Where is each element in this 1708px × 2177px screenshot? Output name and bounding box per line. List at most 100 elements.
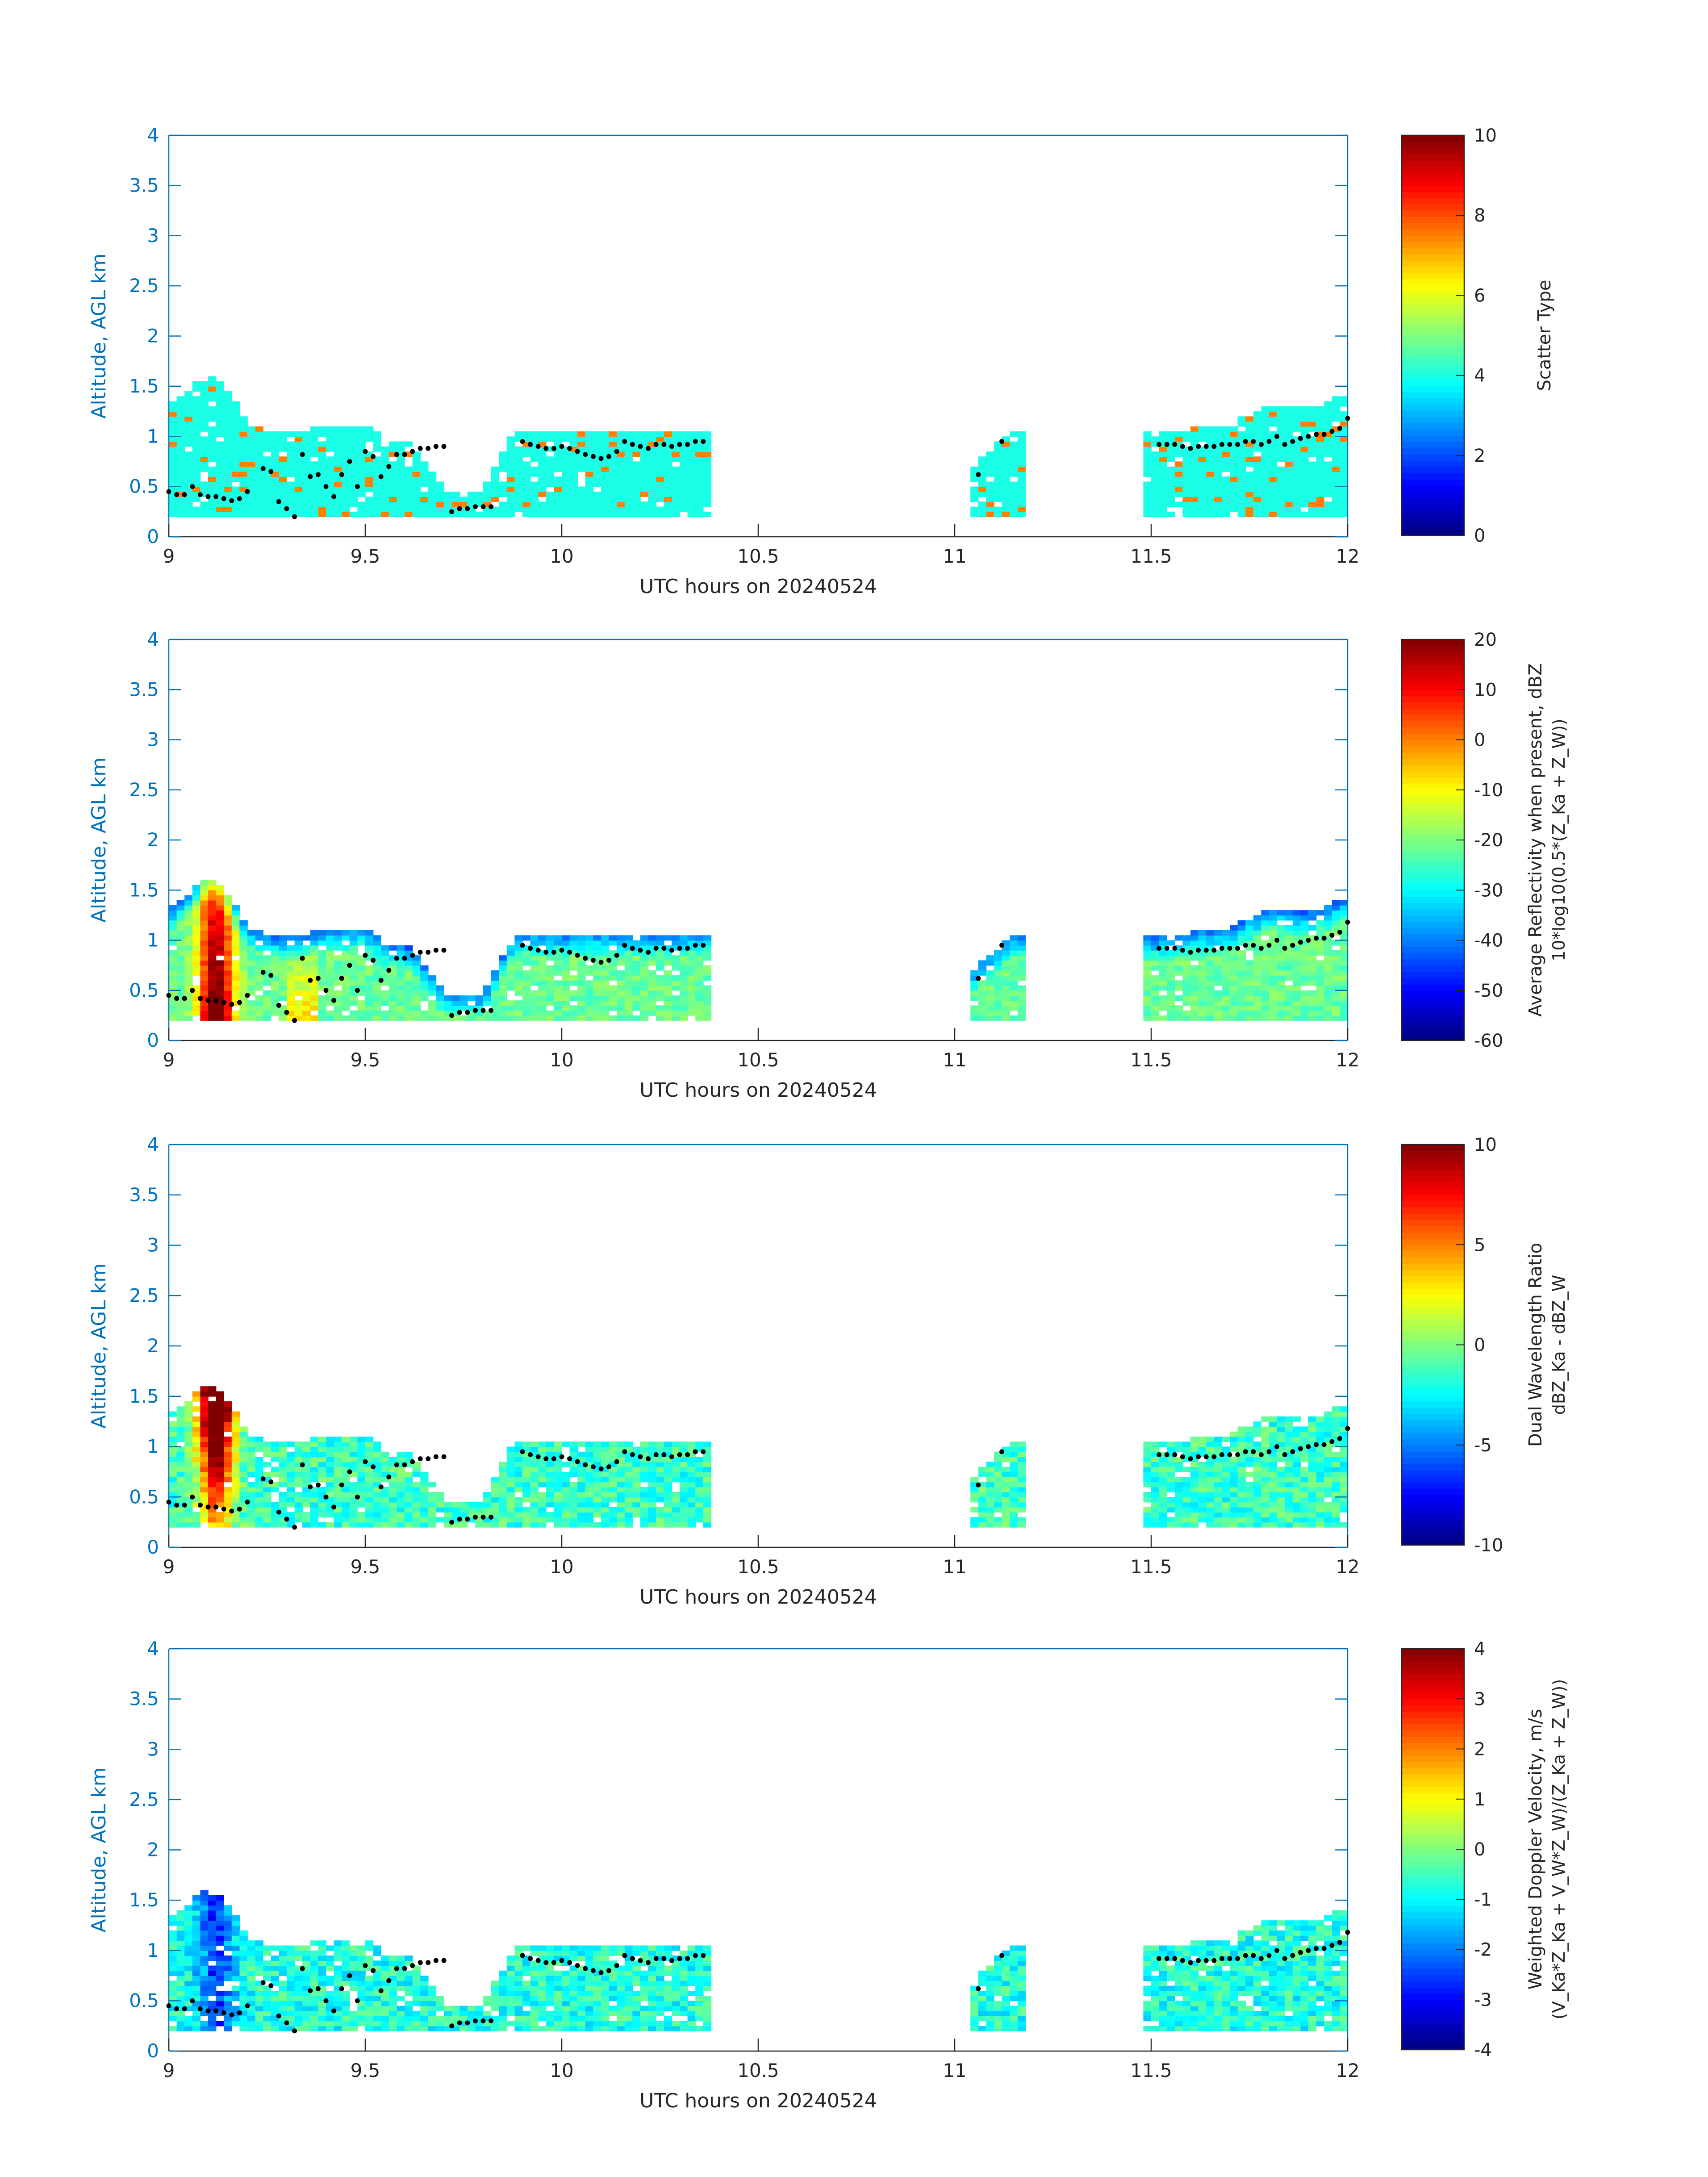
heatmap-cell xyxy=(530,990,539,996)
heatmap-cell xyxy=(506,965,515,971)
heatmap-cell xyxy=(1159,935,1167,941)
heatmap-cell xyxy=(412,1005,421,1011)
heatmap-cell xyxy=(169,471,177,477)
heatmap-cell xyxy=(1222,1015,1230,1021)
heatmap-cell xyxy=(318,995,326,1001)
heatmap-cell xyxy=(294,1457,303,1462)
y-axis-label: Altitude, AGL km xyxy=(88,253,110,418)
heatmap-cell xyxy=(672,1512,680,1518)
heatmap-cell xyxy=(169,476,177,482)
heatmap-cell xyxy=(302,446,311,452)
heatmap-cell xyxy=(271,995,280,1001)
heatmap-cell xyxy=(1316,1005,1324,1011)
heatmap-cell xyxy=(680,940,688,946)
heatmap-cell xyxy=(986,497,994,502)
colorbar-strip xyxy=(1402,865,1464,872)
heatmap-cell xyxy=(514,1487,523,1492)
heatmap-cell xyxy=(648,451,656,457)
heatmap-cell xyxy=(1300,930,1309,936)
heatmap-cell xyxy=(986,471,994,477)
heatmap-cell xyxy=(231,1471,240,1477)
heatmap-cell xyxy=(1340,491,1348,497)
heatmap-cell xyxy=(224,990,232,996)
heatmap-cell xyxy=(271,1010,280,1016)
colorbar-strip xyxy=(1402,154,1464,161)
heatmap-cell xyxy=(687,955,696,961)
heatmap-cell xyxy=(397,1512,405,1518)
heatmap-cell xyxy=(1002,985,1010,991)
heatmap-cell xyxy=(546,461,555,467)
heatmap-cell xyxy=(648,456,656,462)
heatmap-cell xyxy=(287,471,295,477)
heatmap-cell xyxy=(200,421,209,427)
heatmap-cell xyxy=(349,441,358,447)
heatmap-cell xyxy=(656,466,664,472)
heatmap-cell xyxy=(624,995,633,1001)
heatmap-cell xyxy=(1253,511,1262,517)
heatmap-cell xyxy=(1190,955,1199,961)
heatmap-cell xyxy=(208,920,217,926)
heatmap-cell xyxy=(263,1487,271,1492)
heatmap-cell xyxy=(1285,416,1293,422)
heatmap-cell xyxy=(334,501,342,507)
heatmap-cell xyxy=(1214,486,1223,492)
heatmap-cell xyxy=(624,1457,633,1462)
heatmap-cell xyxy=(192,1522,201,1528)
heatmap-cell xyxy=(349,431,358,437)
heatmap-cell xyxy=(373,436,381,442)
heatmap-cell xyxy=(994,1482,1002,1488)
heatmap-cell xyxy=(1237,1015,1246,1021)
heatmap-cell xyxy=(1214,1015,1223,1021)
heatmap-cell xyxy=(405,1522,413,1528)
heatmap-cell xyxy=(1143,955,1152,961)
colorbar-strip xyxy=(1402,664,1464,671)
heatmap-cell xyxy=(672,481,680,487)
heatmap-cell xyxy=(357,441,366,447)
heatmap-cell xyxy=(1182,985,1191,991)
heatmap-cell xyxy=(405,1492,413,1498)
heatmap-cell xyxy=(1285,995,1293,1001)
colorbar-strip xyxy=(1402,815,1464,822)
heatmap-cell xyxy=(1017,511,1026,517)
heatmap-cell xyxy=(656,935,664,941)
heatmap-cell xyxy=(318,1471,326,1477)
heatmap-cell xyxy=(624,1497,633,1503)
heatmap-cell xyxy=(1214,940,1223,946)
heatmap-cell xyxy=(695,1471,704,1477)
heatmap-cell xyxy=(1174,476,1183,482)
heatmap-cell xyxy=(1245,486,1254,492)
heatmap-cell xyxy=(216,1391,224,1397)
heatmap-cell xyxy=(405,980,413,986)
heatmap-cell xyxy=(1324,915,1332,921)
colorbar-strip xyxy=(1402,940,1464,947)
heatmap-cell xyxy=(554,461,562,467)
heatmap-cell xyxy=(499,1497,507,1503)
heatmap-cell xyxy=(176,1471,185,1477)
heatmap-cell xyxy=(231,905,240,911)
heatmap-cell xyxy=(585,1442,594,1447)
heatmap-cell xyxy=(294,990,303,996)
heatmap-cell xyxy=(1182,486,1191,492)
heatmap-cell xyxy=(192,1000,201,1006)
heatmap-cell xyxy=(255,1467,263,1472)
heatmap-cell xyxy=(365,436,374,442)
heatmap-cell xyxy=(499,466,507,472)
heatmap-cell xyxy=(672,980,680,986)
heatmap-cell xyxy=(1167,431,1175,437)
heatmap-cell xyxy=(506,1477,515,1483)
heatmap-cell xyxy=(1151,1477,1160,1483)
heatmap-cell xyxy=(554,980,562,986)
colorbar-strip xyxy=(1402,903,1464,910)
heatmap-cell xyxy=(247,471,256,477)
cloud-base-dot xyxy=(276,1003,281,1008)
colorbar-tick-label: 6 xyxy=(1474,285,1485,306)
heatmap-cell xyxy=(640,1015,649,1021)
heatmap-cell xyxy=(562,1487,570,1492)
heatmap-cell xyxy=(397,486,405,492)
heatmap-cell xyxy=(349,975,358,981)
heatmap-cell xyxy=(703,1471,712,1477)
heatmap-cell xyxy=(1300,1015,1309,1021)
heatmap-cell xyxy=(279,1497,287,1503)
heatmap-cell xyxy=(695,1507,704,1513)
heatmap-cell xyxy=(342,1502,350,1508)
